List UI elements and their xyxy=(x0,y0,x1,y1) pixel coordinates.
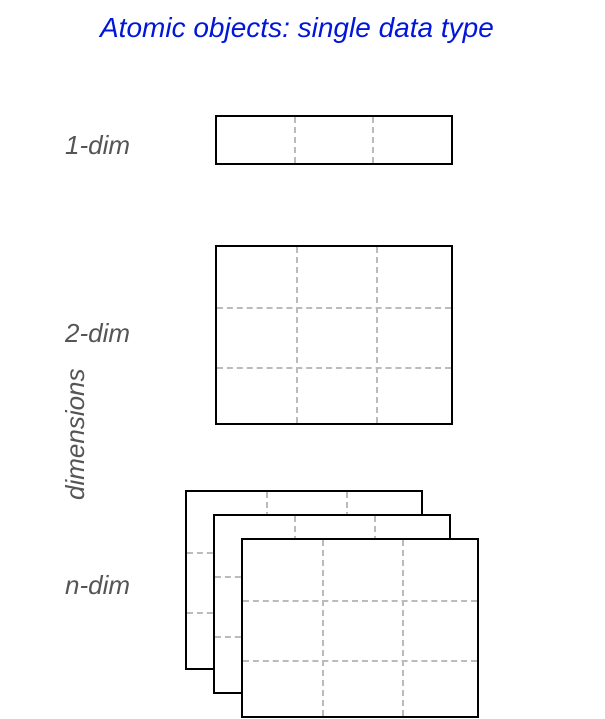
vector-1d xyxy=(215,115,453,165)
axis-label-dimensions: dimensions xyxy=(60,368,91,500)
grid-hline xyxy=(243,660,477,662)
grid-hline xyxy=(243,600,477,602)
stack-container xyxy=(185,490,479,718)
stack-layer xyxy=(241,538,479,718)
matrix-box xyxy=(215,245,453,425)
vector-cell xyxy=(296,117,375,163)
row-label-ndim: n-dim xyxy=(65,570,130,601)
array-nd-stack xyxy=(185,490,479,718)
grid-vline xyxy=(376,247,378,423)
grid-vline xyxy=(322,540,324,716)
grid-hline xyxy=(217,307,451,309)
vector-cell xyxy=(217,117,296,163)
grid-hline xyxy=(217,367,451,369)
grid-vline xyxy=(296,247,298,423)
row-label-2dim: 2-dim xyxy=(65,318,130,349)
grid-vline xyxy=(402,540,404,716)
vector-cell xyxy=(374,117,451,163)
row-label-1dim: 1-dim xyxy=(65,130,130,161)
diagram-title: Atomic objects: single data type xyxy=(100,12,494,44)
matrix-2d xyxy=(215,245,453,425)
vector-box xyxy=(215,115,453,165)
